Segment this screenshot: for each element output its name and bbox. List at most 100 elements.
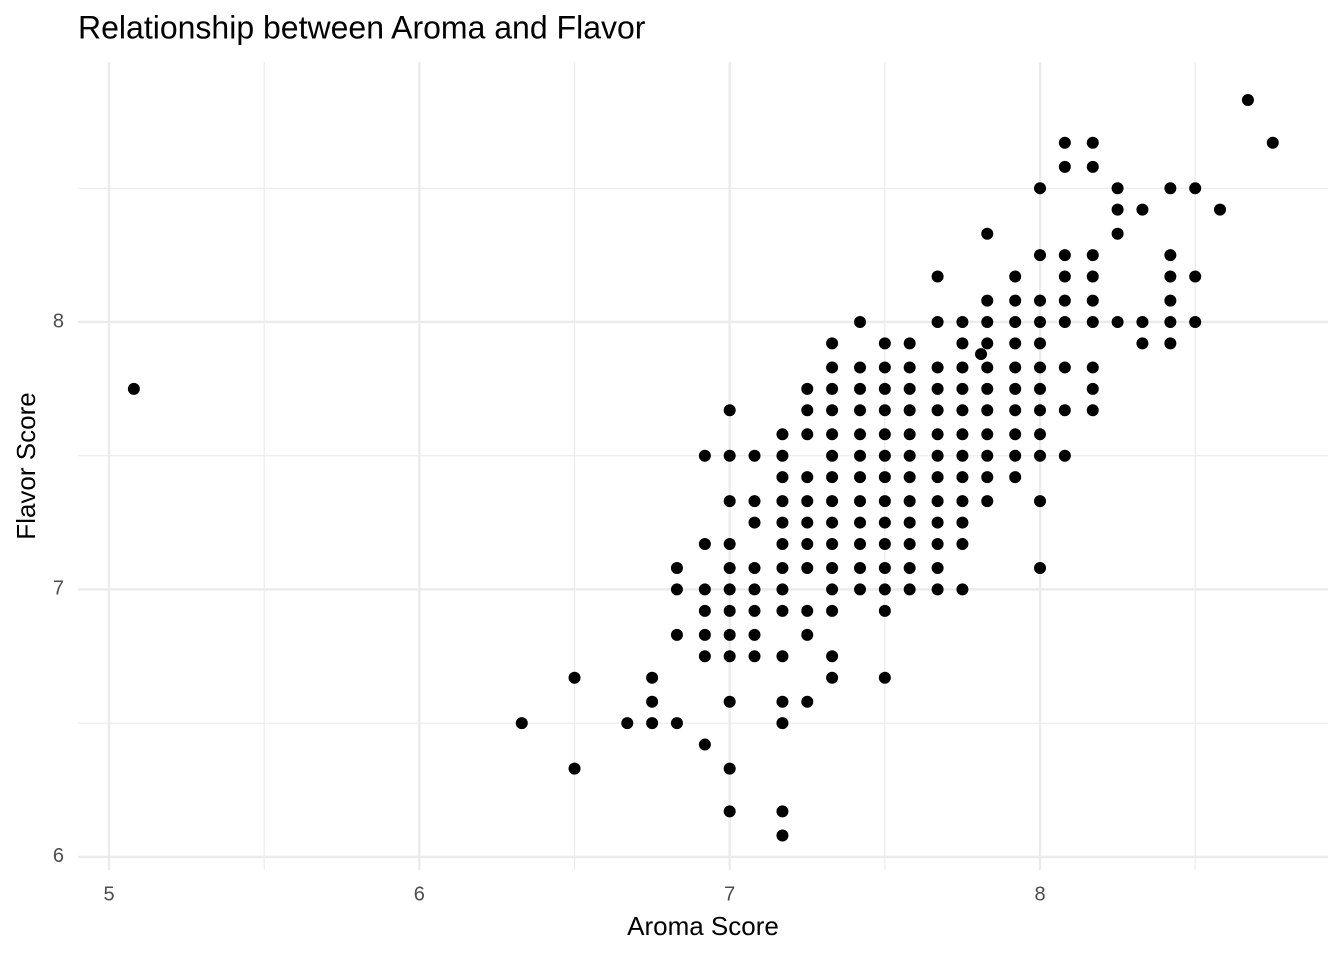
point — [981, 449, 994, 462]
point — [903, 537, 916, 550]
point — [698, 537, 711, 550]
point — [1034, 562, 1047, 575]
point — [1034, 249, 1047, 262]
point — [127, 382, 140, 395]
point — [903, 404, 916, 417]
point — [1111, 315, 1124, 328]
point — [801, 404, 814, 417]
point — [776, 449, 789, 462]
point — [698, 650, 711, 663]
point — [826, 650, 839, 663]
point — [698, 583, 711, 596]
point — [1266, 136, 1279, 149]
point — [931, 471, 944, 484]
point — [1189, 182, 1202, 195]
point — [981, 428, 994, 441]
point — [981, 315, 994, 328]
x-axis-label: Aroma Score — [627, 911, 779, 941]
point — [1164, 315, 1177, 328]
point — [801, 471, 814, 484]
point — [1111, 182, 1124, 195]
point — [1058, 449, 1071, 462]
point — [1214, 203, 1227, 216]
point — [801, 428, 814, 441]
point — [801, 382, 814, 395]
point — [956, 471, 969, 484]
point — [956, 404, 969, 417]
point — [1058, 249, 1071, 262]
point — [931, 537, 944, 550]
point — [670, 628, 683, 641]
point — [956, 382, 969, 395]
point — [1009, 382, 1022, 395]
point — [931, 562, 944, 575]
point — [776, 583, 789, 596]
point — [1164, 182, 1177, 195]
point — [1034, 337, 1047, 350]
point — [931, 428, 944, 441]
point — [748, 604, 761, 617]
point — [1136, 315, 1149, 328]
point — [1034, 404, 1047, 417]
point — [801, 495, 814, 508]
point — [1058, 294, 1071, 307]
point — [826, 449, 839, 462]
point — [1009, 294, 1022, 307]
point — [931, 270, 944, 283]
point — [854, 404, 867, 417]
point — [903, 495, 916, 508]
point — [854, 449, 867, 462]
point — [903, 382, 916, 395]
point — [1086, 249, 1099, 262]
point — [776, 537, 789, 550]
point — [878, 495, 891, 508]
point — [1086, 294, 1099, 307]
point — [931, 315, 944, 328]
point — [826, 428, 839, 441]
point — [801, 562, 814, 575]
point — [854, 361, 867, 374]
point — [981, 382, 994, 395]
point — [854, 583, 867, 596]
point — [878, 337, 891, 350]
point — [670, 562, 683, 575]
point — [878, 583, 891, 596]
point — [931, 583, 944, 596]
point — [1034, 449, 1047, 462]
point — [931, 516, 944, 529]
point — [981, 227, 994, 240]
y-tick-label: 7 — [53, 578, 64, 600]
point — [1241, 93, 1254, 106]
point — [748, 650, 761, 663]
point — [931, 449, 944, 462]
point — [1086, 361, 1099, 374]
point — [1086, 160, 1099, 173]
point — [723, 805, 736, 818]
point — [903, 583, 916, 596]
point — [748, 583, 761, 596]
point — [515, 717, 528, 730]
point — [931, 404, 944, 417]
point — [1111, 227, 1124, 240]
point — [956, 361, 969, 374]
point — [698, 449, 711, 462]
point — [1086, 382, 1099, 395]
point — [1058, 270, 1071, 283]
point — [975, 348, 988, 361]
x-tick-label: 5 — [103, 883, 114, 905]
point — [1009, 315, 1022, 328]
point — [1034, 182, 1047, 195]
point — [878, 428, 891, 441]
point — [801, 695, 814, 708]
point — [878, 471, 891, 484]
point — [956, 537, 969, 550]
point — [826, 671, 839, 684]
point — [723, 537, 736, 550]
point — [981, 294, 994, 307]
point — [801, 537, 814, 550]
point — [723, 604, 736, 617]
point — [1111, 203, 1124, 216]
point — [1086, 315, 1099, 328]
point — [776, 516, 789, 529]
point — [1034, 382, 1047, 395]
